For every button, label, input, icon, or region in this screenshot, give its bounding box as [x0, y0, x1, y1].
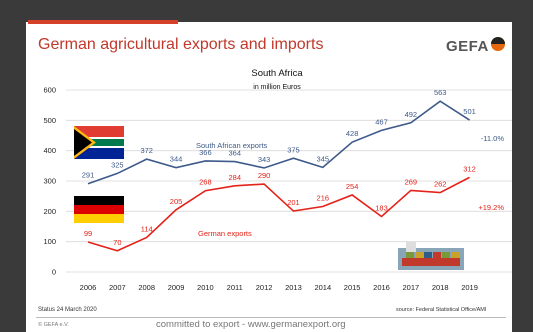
y-tick-label: 100 — [43, 237, 56, 246]
za-change-label: -11.0% — [481, 134, 505, 143]
footer-tagline: committed to export - www.germanexport.o… — [156, 319, 346, 330]
series-lines — [87, 100, 470, 252]
chart-subtitle: in million Euros — [253, 84, 301, 91]
chart-grid — [66, 89, 512, 273]
logo-globe-icon — [491, 37, 505, 51]
footer-divider — [36, 317, 506, 318]
data-label: 205 — [170, 197, 183, 206]
x-tick-label: 2008 — [138, 283, 155, 292]
data-label: 428 — [346, 129, 359, 138]
data-label: 325 — [111, 160, 124, 169]
gefa-logo-icon: GEFA — [446, 36, 508, 66]
data-label: 114 — [141, 224, 153, 233]
y-tick-label: 200 — [43, 207, 56, 216]
y-axis-ticks: 0 100 200 300 400 500 600 — [43, 86, 56, 277]
x-tick-label: 2018 — [432, 283, 449, 292]
south-africa-flag-icon — [74, 126, 124, 159]
x-tick-label: 2016 — [373, 283, 390, 292]
slide-top-bar — [26, 14, 512, 22]
y-tick-label: 500 — [43, 116, 56, 125]
series-label-south-african-exports: South African exports — [196, 141, 268, 150]
y-tick-label: 400 — [43, 146, 56, 155]
x-tick-label: 2013 — [285, 283, 302, 292]
data-label: 344 — [170, 155, 183, 164]
germany-flag-icon — [74, 196, 124, 223]
x-tick-label: 2009 — [168, 283, 185, 292]
x-axis-ticks: 2006 2007 2008 2009 2010 2011 2012 2013 2014 2015… — [80, 283, 478, 292]
data-label: 343 — [258, 155, 271, 164]
data-label: 372 — [140, 146, 153, 155]
data-label: 563 — [434, 88, 447, 97]
copyright: © GEFA e.V. — [38, 322, 69, 328]
x-tick-label: 2012 — [256, 283, 273, 292]
de-change-label: +19.2% — [478, 203, 504, 212]
logo-text: GEFA — [446, 38, 489, 55]
data-label: 467 — [375, 117, 388, 126]
data-label: 345 — [317, 154, 330, 163]
status-date: Status 24 March 2020 — [38, 307, 97, 313]
data-label: 492 — [405, 110, 418, 119]
data-labels: 291 325 372 344 366 364 343 375 345 428 467 492 563 5… — [82, 88, 476, 247]
data-label: 269 — [405, 177, 418, 186]
data-label: 364 — [228, 149, 241, 158]
slide-title: German agricultural exports and imports — [38, 36, 324, 53]
x-tick-label: 2011 — [227, 283, 243, 292]
series-label-german-exports: German exports — [198, 229, 252, 238]
data-label: 268 — [199, 178, 212, 187]
series-line-0 — [87, 100, 470, 185]
data-label: 501 — [463, 107, 476, 116]
data-label: 262 — [434, 180, 447, 189]
data-label: 366 — [199, 148, 212, 157]
data-label: 99 — [84, 229, 92, 238]
source-note: source: Federal Statistical Office/AMI — [396, 307, 487, 313]
x-tick-label: 2019 — [461, 283, 478, 292]
data-label: 216 — [317, 193, 330, 202]
x-tick-label: 2010 — [197, 283, 214, 292]
data-label: 183 — [375, 203, 388, 212]
x-tick-label: 2007 — [109, 283, 126, 292]
y-tick-label: 0 — [52, 268, 56, 277]
slide: German agricultural exports and imports … — [26, 14, 512, 332]
data-label: 70 — [113, 238, 121, 247]
chart-title: South Africa — [251, 68, 303, 79]
cargo-ship-icon — [398, 242, 464, 270]
data-label: 284 — [228, 173, 241, 182]
data-label: 312 — [463, 164, 476, 173]
chart: South Africa in million Euros 0 100 200 300… — [43, 68, 512, 292]
data-label: 290 — [258, 171, 271, 180]
y-tick-label: 600 — [43, 86, 56, 95]
series-line-1 — [87, 176, 470, 252]
data-label: 375 — [287, 145, 300, 154]
slide-accent-bar — [28, 20, 178, 24]
data-label: 254 — [346, 182, 359, 191]
x-tick-label: 2006 — [80, 283, 97, 292]
x-tick-label: 2017 — [403, 283, 420, 292]
data-label: 291 — [82, 171, 95, 180]
data-label: 201 — [287, 198, 300, 207]
y-tick-label: 300 — [43, 177, 56, 186]
x-tick-label: 2015 — [344, 283, 361, 292]
x-tick-label: 2014 — [314, 283, 331, 292]
